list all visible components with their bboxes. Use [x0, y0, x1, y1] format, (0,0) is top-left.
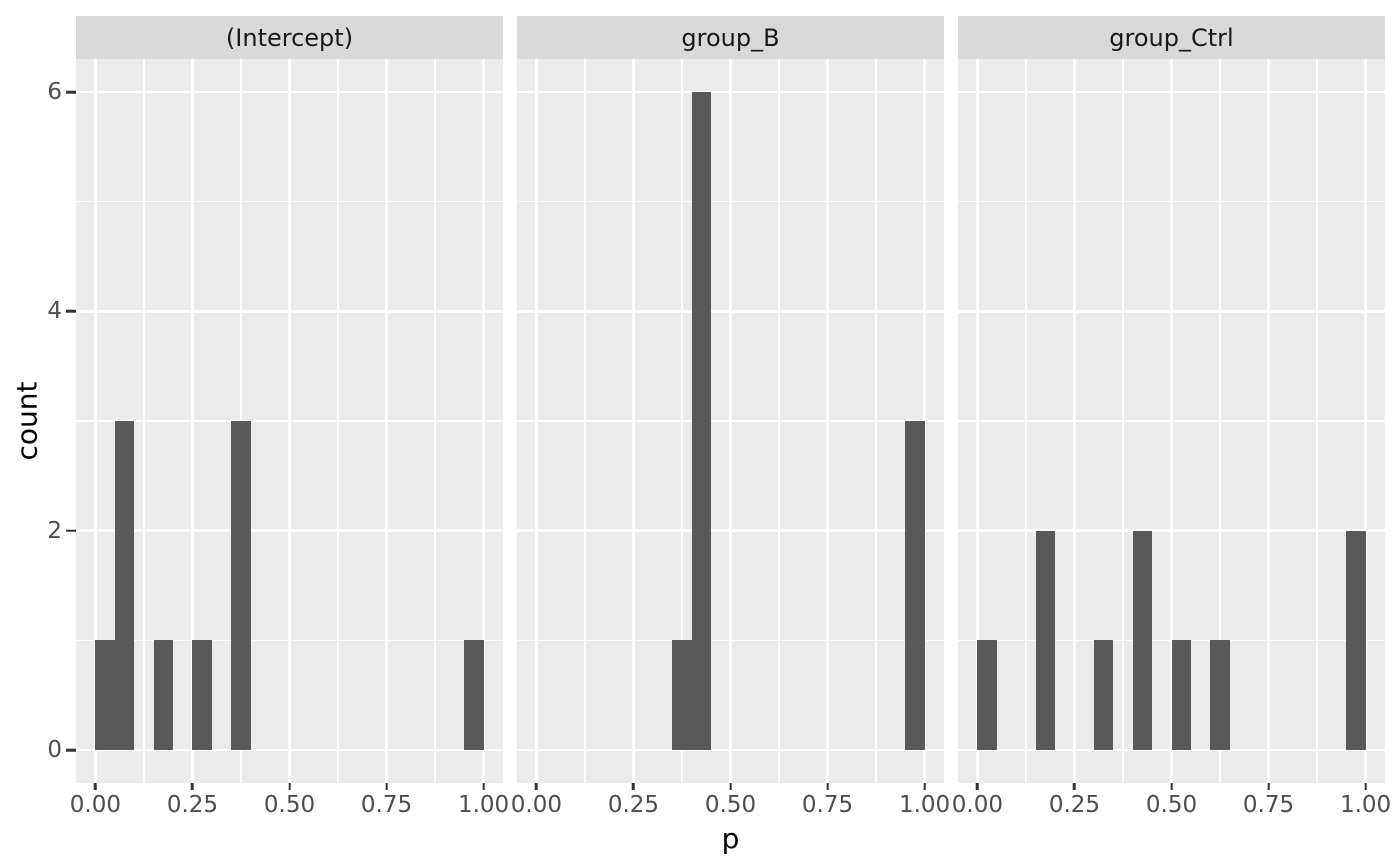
x-major-gridline: [94, 59, 97, 783]
x-axis-tick-label: 0.25: [166, 792, 219, 818]
y-axis-tick: [66, 310, 76, 313]
x-minor-gridline: [1316, 59, 1318, 783]
facet-strip-label: group_Ctrl: [1109, 23, 1234, 52]
x-axis-tick-label: 0.75: [801, 792, 854, 818]
x-minor-gridline: [875, 59, 877, 783]
x-axis-tick: [1170, 783, 1173, 790]
x-major-gridline: [632, 59, 635, 783]
x-axis-tick: [191, 783, 194, 790]
y-axis-tick-label: 6: [47, 78, 62, 105]
facet-strip: group_B: [517, 16, 944, 59]
x-axis-tick: [976, 783, 979, 790]
histogram-bar: [672, 640, 692, 751]
x-major-gridline: [482, 59, 485, 783]
x-axis-tick-label: 0.25: [1048, 792, 1101, 818]
histogram-bar: [231, 421, 251, 751]
y-axis: 0 2 4 6: [0, 59, 76, 783]
histogram-bar: [114, 421, 135, 751]
x-major-gridline: [1073, 59, 1076, 783]
x-minor-gridline: [1122, 59, 1124, 783]
histogram-bar: [1171, 640, 1191, 751]
x-minor-gridline: [584, 59, 586, 783]
x-axis-tick-label: 0.50: [263, 792, 316, 818]
x-axis-tick: [729, 783, 732, 790]
x-major-gridline: [191, 59, 194, 783]
x-major-gridline: [976, 59, 979, 783]
histogram-bar: [153, 640, 174, 751]
x-axis-tick: [94, 783, 97, 790]
y-axis-tick-label: 4: [47, 298, 62, 325]
facet-panel: [958, 59, 1385, 783]
facet-row: (Intercept) 0.00 0.25 0.50 0.75 1.00 group_B…: [70, 16, 1391, 829]
y-axis-tick: [66, 90, 76, 94]
x-axis-tick: [288, 783, 291, 790]
facet-intercept: (Intercept) 0.00 0.25 0.50 0.75 1.00: [70, 16, 509, 829]
histogram-bar: [95, 640, 115, 751]
x-axis-tick-label: 0.00: [951, 792, 1004, 818]
x-axis-tick-label: 0.75: [360, 792, 413, 818]
facet-group-ctrl: group_Ctrl 0.00 0.25 0.50 0.75 1.00: [952, 16, 1391, 829]
x-axis-tick: [632, 783, 635, 790]
x-major-gridline: [1267, 59, 1270, 783]
facet-panel: [517, 59, 944, 783]
x-axis-tick-label: 0.25: [607, 792, 660, 818]
x-axis-tick: [1364, 783, 1367, 790]
histogram-bar: [192, 640, 212, 751]
x-axis-tick: [826, 783, 829, 790]
x-axis-tick: [1267, 783, 1270, 790]
x-minor-gridline: [778, 59, 780, 783]
x-major-gridline: [385, 59, 388, 783]
x-axis-tick: [535, 783, 538, 790]
x-major-gridline: [729, 59, 732, 783]
histogram-bar: [1093, 640, 1114, 751]
x-minor-gridline: [1025, 59, 1027, 783]
x-axis-tick-label: 0.50: [704, 792, 757, 818]
x-axis-tick-label: 1.00: [1339, 792, 1392, 818]
facet-group-b: group_B 0.00 0.25 0.50 0.75 1.00: [511, 16, 950, 829]
x-axis-tick: [385, 783, 388, 790]
x-axis: 0.00 0.25 0.50 0.75 1.00: [70, 783, 509, 829]
y-axis-tick-label: 2: [47, 517, 62, 544]
x-axis: 0.00 0.25 0.50 0.75 1.00: [952, 783, 1391, 829]
histogram-bar: [977, 640, 997, 751]
facet-strip-label: group_B: [681, 23, 780, 52]
histogram-bar: [1346, 530, 1366, 751]
x-major-gridline: [1170, 59, 1173, 783]
x-axis-tick: [923, 783, 926, 790]
x-axis-tick-label: 1.00: [457, 792, 510, 818]
x-axis-tick: [482, 783, 485, 790]
y-axis-tick: [66, 748, 76, 752]
x-minor-gridline: [1219, 59, 1221, 783]
x-axis-tick-label: 0.00: [510, 792, 563, 818]
x-minor-gridline: [434, 59, 436, 783]
histogram-bar: [1210, 640, 1230, 751]
facet-strip-label: (Intercept): [225, 23, 354, 52]
x-major-gridline: [923, 59, 926, 783]
x-axis-tick: [1073, 783, 1076, 790]
y-axis-tick-label: 0: [47, 737, 62, 764]
x-axis: 0.00 0.25 0.50 0.75 1.00: [511, 783, 950, 829]
facet-strip: group_Ctrl: [958, 16, 1385, 59]
x-axis-tick-label: 0.75: [1242, 792, 1295, 818]
x-axis-title: p: [721, 822, 740, 855]
histogram-bar: [691, 91, 712, 751]
x-axis-tick-label: 0.00: [69, 792, 122, 818]
x-minor-gridline: [681, 59, 683, 783]
facet-panel: [76, 59, 503, 783]
facet-strip: (Intercept): [76, 16, 503, 59]
x-axis-tick-label: 0.50: [1145, 792, 1198, 818]
x-major-gridline: [1364, 59, 1367, 783]
y-axis-tick: [66, 529, 76, 532]
histogram-bar: [905, 421, 925, 751]
x-minor-gridline: [337, 59, 339, 783]
histogram-bar: [1132, 530, 1153, 751]
x-axis-tick-label: 1.00: [898, 792, 951, 818]
x-major-gridline: [535, 59, 538, 783]
x-major-gridline: [288, 59, 291, 783]
histogram-bar: [464, 640, 484, 751]
x-minor-gridline: [143, 59, 145, 783]
x-major-gridline: [826, 59, 829, 783]
histogram-bar: [1035, 530, 1056, 751]
